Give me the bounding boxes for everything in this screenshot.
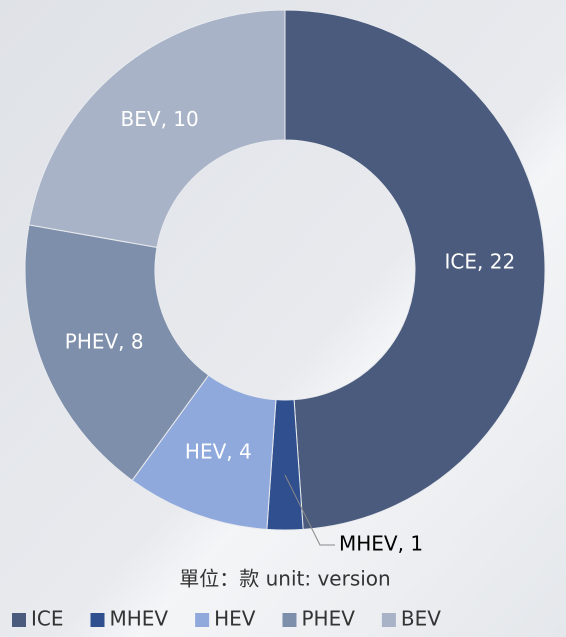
data-label: ICE, 22 — [445, 250, 516, 274]
legend-swatch — [381, 613, 396, 627]
data-label: HEV, 4 — [185, 440, 252, 464]
leader-line — [284, 474, 335, 546]
legend-label: ICE — [31, 607, 64, 631]
annotation: 單位：款 unit: version — [179, 567, 390, 591]
legend-swatch — [12, 613, 26, 627]
legend-label: PHEV — [301, 607, 355, 631]
legend-swatch — [90, 613, 105, 627]
legend-label: MHEV — [110, 607, 169, 631]
legend-swatch — [282, 613, 297, 627]
legend-label: HEV — [214, 607, 256, 631]
donut-slice — [284, 9, 546, 530]
legend-swatch — [195, 613, 210, 627]
data-label: MHEV, 1 — [339, 532, 423, 556]
legend-label: BEV — [401, 607, 441, 631]
data-label: PHEV, 8 — [65, 330, 144, 354]
donut-slice — [24, 224, 210, 482]
data-label: BEV, 10 — [121, 107, 199, 131]
donut-slice — [28, 9, 286, 249]
